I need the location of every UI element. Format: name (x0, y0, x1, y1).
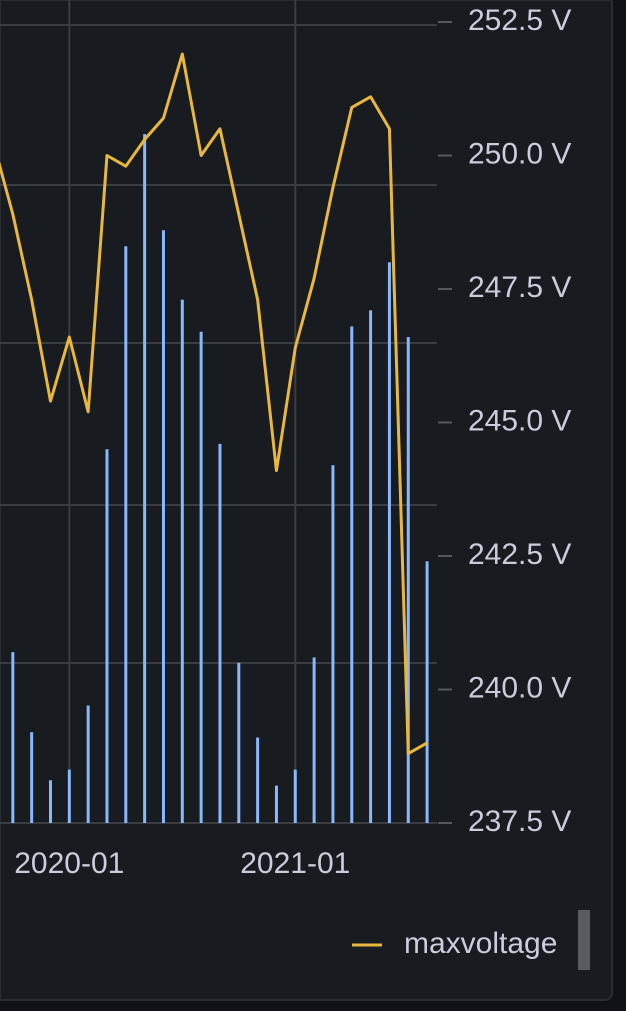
scrollbar (578, 910, 590, 970)
bar (124, 246, 128, 823)
bar (67, 769, 71, 823)
bar (199, 331, 203, 823)
bar (406, 337, 410, 823)
bar (143, 134, 147, 823)
y-tick-label: 245.0 V (468, 404, 571, 437)
bar (237, 662, 241, 823)
bar (331, 465, 335, 823)
bar (274, 785, 278, 823)
y-tick-label: 237.5 V (468, 805, 571, 838)
bar (369, 310, 373, 823)
y-tick-label: 250.0 V (468, 137, 571, 170)
bar (312, 657, 316, 823)
bar (387, 262, 391, 823)
x-tick-label: 2020-01 (14, 847, 124, 880)
y-tick-label: 252.5 V (468, 4, 571, 37)
bar (425, 561, 429, 823)
bar (11, 652, 15, 823)
y-tick-label: 240.0 V (468, 671, 571, 704)
line (0, 52, 428, 756)
bar (293, 769, 297, 823)
bar (256, 737, 260, 823)
bar (218, 443, 222, 823)
bar (48, 780, 52, 823)
y-tick-label: 247.5 V (468, 271, 571, 304)
bar (180, 299, 184, 823)
x-tick-label: 2021-01 (240, 847, 350, 880)
plot (0, 0, 429, 823)
y-tick-label: 242.5 V (468, 538, 571, 571)
bar (86, 705, 90, 823)
bar (161, 230, 165, 823)
legend-label[interactable]: maxvoltage (404, 927, 557, 960)
bar (105, 449, 109, 823)
bar (30, 732, 34, 823)
panel (0, 0, 613, 1001)
bar (350, 326, 354, 823)
